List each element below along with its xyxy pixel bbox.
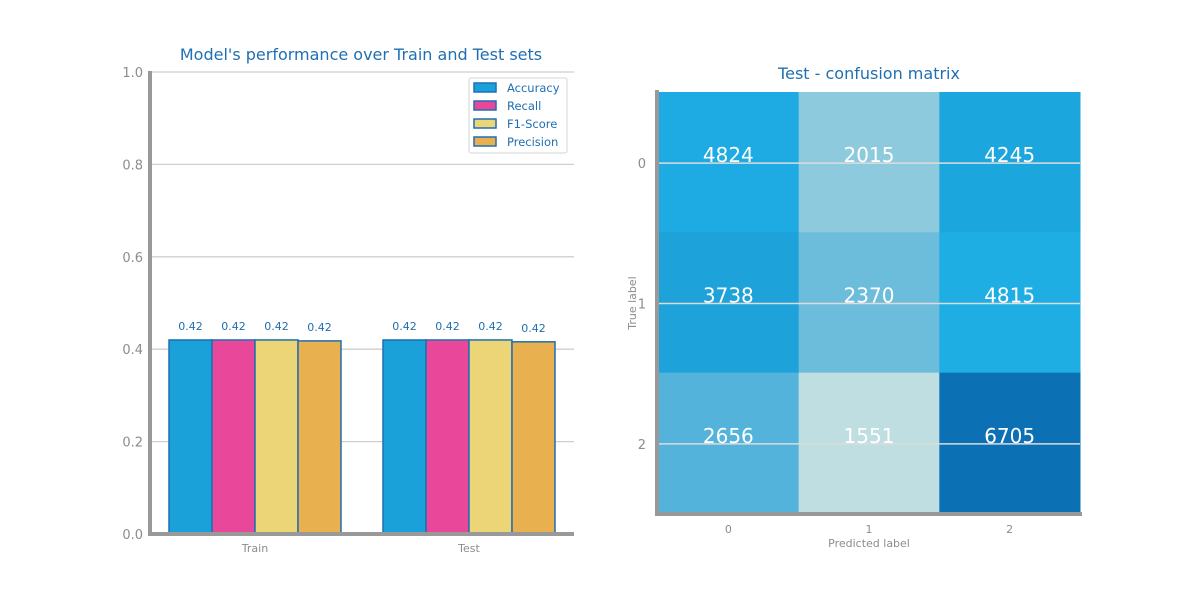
confusion-matrix-value: 2370 [844,284,895,308]
confusion-matrix-values: 4824 2015 4245 3738 2370 4815 2656 1551 6705 [703,143,1035,448]
bar-f1-score [468,339,513,535]
bar-chart-y-ticks: 0.0 0.2 0.4 0.6 0.8 1.0 [122,66,143,543]
confusion-matrix-value: 4824 [703,143,754,167]
legend-swatch [473,82,497,93]
legend-label: Recall [507,99,541,113]
confusion-matrix-y-tick: 1 [638,298,646,313]
bar-value-label: 0.42 [435,320,460,333]
confusion-matrix-y-tick: 0 [638,157,646,172]
bar-f1-score [254,339,299,535]
bar-value-label: 0.42 [221,320,246,333]
confusion-matrix-title: Test - confusion matrix [777,64,960,83]
confusion-matrix-y-tick: 2 [638,438,646,453]
bar-value-label: 0.42 [521,322,546,335]
confusion-matrix-cell [658,92,800,233]
bar-y-tick-label: 0.0 [122,528,143,543]
confusion-matrix-axes [655,90,1082,516]
bar-accuracy [168,339,213,535]
confusion-matrix-ylabel: True label [626,276,639,330]
legend-swatch [473,100,497,111]
confusion-matrix-row-lines [658,162,1080,445]
confusion-matrix-cell [939,372,1081,514]
bar-precision [511,341,556,535]
bar-chart-legend: Accuracy Recall F1-Score Precision [468,77,568,154]
bar-y-tick-label: 1.0 [122,66,143,81]
confusion-matrix-ticks: 0 1 2 0 1 2 [638,157,1013,536]
confusion-matrix-x-tick: 1 [866,523,873,536]
confusion-matrix-x-tick: 0 [725,523,732,536]
confusion-matrix-value: 3738 [703,284,754,308]
bar-x-tick-label: Train [241,542,268,555]
legend-frame [468,77,568,154]
legend-label: Precision [507,135,558,149]
confusion-matrix-xlabel: Predicted label [828,537,910,550]
confusion-matrix-value: 2015 [844,143,895,167]
bar-value-label: 0.42 [478,320,503,333]
confusion-matrix-value: 4245 [984,143,1035,167]
bar-value-label: 0.42 [264,320,289,333]
bar-chart-axes [148,71,574,536]
confusion-matrix-value: 1551 [844,424,895,448]
confusion-matrix-cell [798,372,940,514]
bar-y-tick-label: 0.6 [122,251,143,266]
legend-label: Accuracy [507,81,560,95]
bar-value-label: 0.42 [178,320,203,333]
bar-accuracy [382,339,427,535]
bar-y-tick-label: 0.8 [122,158,143,173]
legend-swatch [473,118,497,129]
bar-y-tick-label: 0.4 [122,343,143,358]
confusion-matrix-value: 6705 [984,424,1035,448]
bar-chart-bars [168,339,556,535]
confusion-matrix-cell [939,92,1081,233]
legend-label: F1-Score [507,117,557,131]
confusion-matrix-cell [798,92,940,233]
bar-chart-title: Model's performance over Train and Test … [180,45,542,64]
bar-x-tick-label: Test [457,542,480,555]
confusion-matrix-value: 4815 [984,284,1035,308]
confusion-matrix: Test - confusion matrix 4824 2015 4245 3738… [626,64,1082,550]
legend-swatch [473,136,497,147]
bar-recall [425,339,470,535]
bar-recall [211,339,256,535]
bar-chart-x-ticks: Train Test [241,542,481,555]
bar-chart-data-labels: 0.42 0.42 0.42 0.42 0.42 0.42 0.42 0.42 [178,320,546,335]
confusion-matrix-x-tick: 2 [1006,523,1013,536]
bar-value-label: 0.42 [392,320,417,333]
bar-chart-performance: Model's performance over Train and Test … [122,45,574,555]
bar-value-label: 0.42 [307,321,332,334]
bar-y-tick-label: 0.2 [122,436,143,451]
bar-precision [297,340,342,535]
confusion-matrix-cell [658,372,800,514]
confusion-matrix-value: 2656 [703,424,754,448]
